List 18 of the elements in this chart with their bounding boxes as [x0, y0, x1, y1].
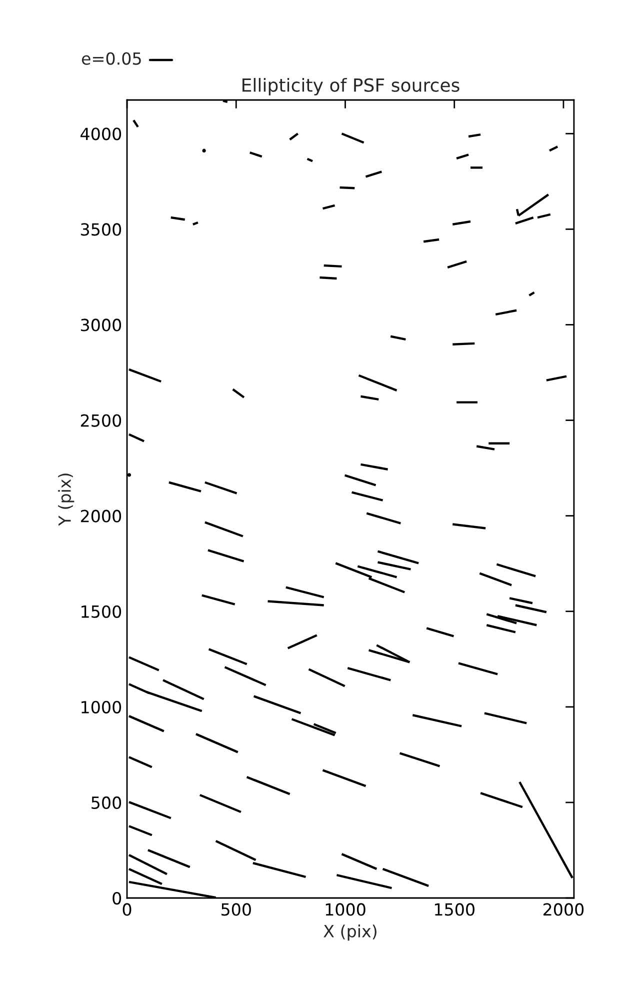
x-tick-label: 1500	[434, 903, 474, 916]
y-tick-label: 3000	[81, 318, 122, 332]
x-axis-title: X (pix)	[324, 924, 376, 941]
text: e=0.05	[82, 52, 141, 65]
y-tick-label: 2500	[80, 414, 122, 427]
y-tick-label: 0	[112, 892, 122, 905]
y-tick-label: 4000	[80, 128, 122, 140]
y-axis-title: Y (pix)	[58, 474, 74, 526]
y-tick-label: 500	[92, 796, 122, 810]
chart-title: Ellipticity of PSF sources	[242, 78, 460, 96]
x-tick-label: 500	[222, 903, 251, 916]
y-tick-label: 2000	[80, 510, 122, 522]
y-tick-label: 1500	[82, 605, 122, 618]
y-tick-label: 3500	[81, 223, 122, 236]
x-tick-label: 1000	[326, 903, 366, 916]
x-tick-label: 0	[122, 903, 132, 916]
y-tick-label: 1000	[82, 700, 122, 714]
x-tick-label: 2000	[543, 903, 584, 916]
